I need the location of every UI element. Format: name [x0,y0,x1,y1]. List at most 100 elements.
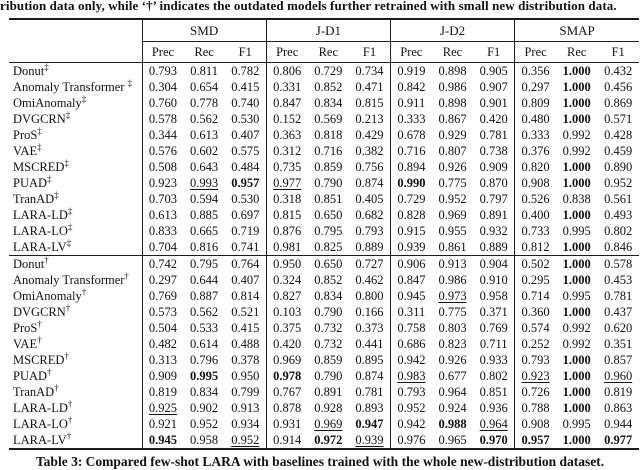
metric-value-cell: 0.407 [231,127,260,142]
metric-value-cell: 0.842 [389,79,432,95]
metric-value-cell: 0.793 [389,384,432,400]
model-name: DVGCRN‡ [9,110,142,127]
model-name-label: Anomaly Transformer [13,272,125,287]
metric-value-cell: 0.995 [562,223,591,238]
model-name-label: ProS [13,320,38,335]
model-name-label: LARA-LV [13,239,67,254]
underlined-value: 0.923 [521,368,550,383]
metric-value-cell: 0.827 [265,288,308,304]
metric-value-cell: 1.000 [556,255,598,272]
metric-value-cell: 0.942 [389,416,432,432]
metric-header-smap-rec: Rec [556,41,598,63]
metric-value-cell: 0.847 [265,95,308,111]
metric-value-cell: 0.825 [314,239,343,254]
metric-value-cell: 0.613 [141,207,184,223]
metric-value-cell: 0.815 [355,95,384,110]
metric-value-cell: 0.952 [190,416,219,431]
model-name: PUAD† [9,367,142,384]
metric-value-cell: 0.613 [190,127,219,142]
metric-value-cell: 0.508 [141,159,184,175]
table-caption: Table 3: Compared few-shot LARA with bas… [35,454,605,469]
group-header-j-d2: J-D2 [389,19,515,42]
metric-value-cell: 0.992 [562,336,591,351]
metric-value-cell: 0.828 [389,207,432,223]
metric-value-cell: 0.594 [190,191,219,206]
metric-value-cell: 0.614 [190,336,219,351]
underlined-value: 0.969 [314,416,343,431]
model-name-label: DVGCRN [13,111,66,126]
metric-value-cell: 0.575 [231,143,260,158]
metric-value-cell: 0.820 [514,159,557,175]
table-row: DVGCRN‡ 0.578 0.562 0.530 0.152 0.569 0.213 0.3… [9,110,639,127]
metric-value-cell: 0.818 [314,127,343,142]
metric-value-cell: 0.811 [190,63,218,78]
model-name-label: LARA-LD [13,400,68,415]
table-row: ProS‡ 0.344 0.613 0.407 0.363 0.818 0.429 0.678… [9,126,639,143]
metric-value-cell: 0.704 [141,239,184,256]
metric-value-cell: 0.958 [479,288,508,303]
metric-header-smd-f1: F1 [224,41,267,63]
metric-value-cell: 0.729 [389,191,432,207]
metric-value-cell: 0.312 [265,143,308,159]
metric-value-cell: 0.788 [514,400,557,416]
metric-value-cell: 0.738 [479,143,508,158]
metric-value-cell: 0.758 [389,320,432,336]
metric-value-cell: 0.795 [183,255,225,272]
model-name: PUAD‡ [9,174,142,191]
model-superscript-mark: ‡ [37,141,42,152]
table-row: Anomaly Transformer† 0.297 0.644 0.407 0.324… [9,271,639,288]
table-header: SMD J-D1 J-D2 SMAP Prec Rec F1 Prec Rec F1 Prec Rec… [9,19,639,63]
metric-value-cell: 0.870 [479,175,508,190]
metric-value-cell: 0.767 [265,384,308,400]
metric-value-cell: 0.977 [265,175,308,191]
metric-value-cell: 0.733 [514,223,557,239]
metric-value-cell: 0.964 [473,416,514,432]
metric-value-cell: 0.800 [355,288,384,303]
metric-value-cell: 1.000 [562,95,591,110]
metric-value-cell: 0.950 [265,255,308,272]
model-name-label: LARA-LV [13,432,67,447]
underlined-value: 0.939 [355,432,384,447]
metric-value-cell: 0.793 [355,223,384,238]
table-row: PUAD† 0.909 0.995 0.950 0.978 0.790 0.874 0.983… [9,367,639,384]
metric-value-cell: 0.795 [314,223,343,238]
metric-value-cell: 0.484 [231,159,260,174]
table-row: OmiAnomaly‡ 0.760 0.778 0.740 0.847 0.834 0.81… [9,94,639,111]
metric-value-cell: 0.929 [438,127,467,142]
metric-header-j-d1-rec: Rec [307,41,350,63]
metric-value-cell: 0.976 [389,432,432,449]
metric-value-cell: 0.977 [604,432,633,447]
table-row: LARA-LD‡ 0.613 0.885 0.697 0.815 0.650 0.682 0.… [9,205,639,223]
metric-value-cell: 1.000 [562,207,591,222]
metric-value-cell: 0.428 [604,127,633,142]
model-name: LARA-LV‡ [9,238,142,256]
metric-value-cell: 0.893 [355,400,384,415]
metric-value-cell: 0.993 [183,175,224,191]
model-superscript-mark: † [37,334,42,345]
metric-header-j-d2-f1: F1 [473,41,515,63]
metric-header-smap-prec: Prec [514,41,557,63]
metric-value-cell: 0.995 [562,288,591,303]
model-superscript-mark: ‡ [67,205,73,216]
metric-value-cell: 0.415 [231,320,260,335]
metric-value-cell: 0.909 [479,159,508,174]
metric-value-cell: 0.297 [141,272,184,288]
metric-value-cell: 0.851 [479,384,508,399]
metric-value-cell: 0.857 [604,352,633,367]
metric-value-cell: 0.376 [514,143,557,159]
metric-value-cell: 0.905 [479,63,508,78]
metric-value-cell: 0.924 [438,400,467,415]
metric-value-cell: 0.819 [604,384,633,399]
metric-value-cell: 0.806 [265,62,308,79]
metric-value-cell: 0.814 [231,288,260,303]
table-row: VAE† 0.482 0.614 0.488 0.420 0.732 0.441 0.686 0… [9,334,639,352]
model-name: DVGCRN† [9,303,142,320]
model-superscript-mark: † [64,350,69,361]
metric-value-cell: 1.000 [562,400,591,415]
metric-value-cell: 0.919 [389,62,432,79]
metric-value-cell: 0.741 [231,239,260,254]
table-row: DVGCRN† 0.573 0.562 0.521 0.103 0.790 0.166 0.3… [9,303,639,320]
metric-value-cell: 0.432 [604,63,633,78]
metric-value-cell: 0.420 [265,336,308,352]
model-name: VAE† [9,334,142,352]
